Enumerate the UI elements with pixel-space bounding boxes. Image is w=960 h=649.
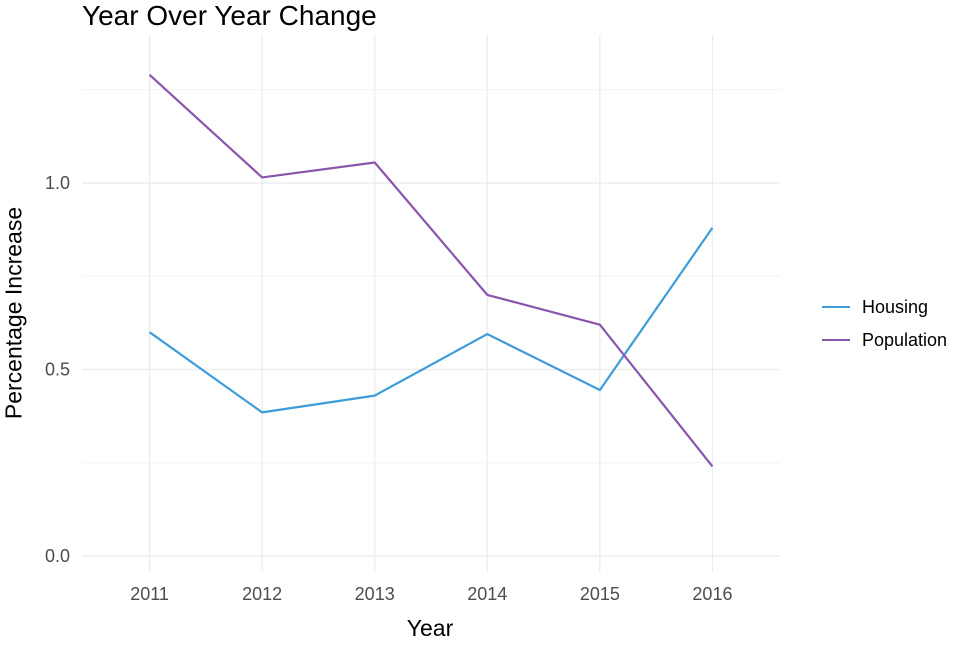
legend-key-housing bbox=[822, 306, 850, 308]
legend-item-housing: Housing bbox=[822, 293, 947, 321]
y-tick-label: 1.0 bbox=[45, 173, 70, 193]
legend-key-population bbox=[822, 339, 850, 341]
series-line-population bbox=[148, 74, 714, 468]
x-tick-label: 2011 bbox=[130, 584, 169, 604]
x-tick-label: 2015 bbox=[580, 584, 620, 604]
x-tick-label: 2014 bbox=[467, 584, 507, 604]
x-tick-label: 2016 bbox=[692, 584, 732, 604]
series-line-housing bbox=[148, 227, 714, 414]
chart-title: Year Over Year Change bbox=[82, 0, 377, 31]
x-tick-label: 2013 bbox=[355, 584, 395, 604]
x-tick-label: 2012 bbox=[242, 584, 282, 604]
legend-label-population: Population bbox=[862, 329, 948, 350]
legend-label-housing: Housing bbox=[862, 296, 929, 317]
y-tick-label: 0.5 bbox=[45, 360, 70, 380]
x-axis-label: Year bbox=[406, 615, 454, 641]
legend-item-population: Population bbox=[822, 326, 947, 354]
legend: Housing Population bbox=[822, 293, 947, 359]
y-tick-label: 0.0 bbox=[45, 546, 70, 566]
